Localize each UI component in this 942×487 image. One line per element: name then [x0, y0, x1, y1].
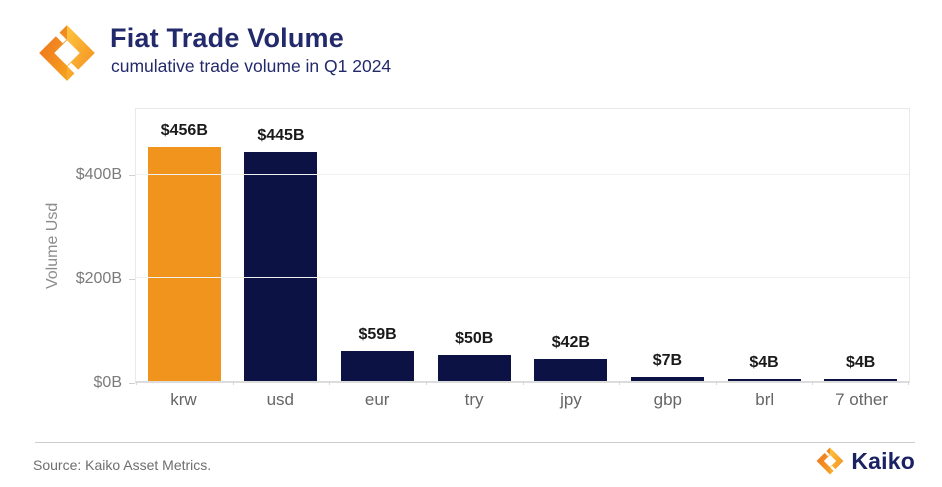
y-tick-mark — [129, 174, 135, 176]
x-tick-label: usd — [266, 390, 295, 409]
bar-group-7-other: $4B — [812, 109, 909, 381]
bar-value-label: $59B — [358, 325, 397, 343]
y-tick-mark — [129, 278, 135, 280]
x-tick-mark — [425, 381, 427, 385]
y-tick: $0B — [94, 374, 135, 392]
x-tick-label: jpy — [560, 390, 582, 409]
kaiko-brand-icon — [816, 447, 844, 475]
bar-try — [437, 355, 511, 381]
bar-value-label: $445B — [257, 127, 305, 145]
bar-group-usd: $445B — [233, 109, 330, 381]
bar-group-brl: $4B — [716, 109, 813, 381]
y-axis: $0B $200B $400B — [0, 108, 135, 391]
bar-krw — [147, 146, 221, 381]
bar-jpy — [534, 359, 608, 381]
chart-subtitle: cumulative trade volume in Q1 2024 — [111, 56, 392, 76]
bar-value-label: $456B — [160, 121, 208, 139]
y-tick: $200B — [76, 270, 135, 288]
bar-group-krw: $456B — [136, 109, 233, 381]
bar-eur — [341, 350, 415, 381]
x-tick-mark — [715, 381, 717, 385]
x-tick-mark — [329, 381, 331, 385]
bar-value-label: $4B — [846, 353, 876, 371]
x-tick-label: 7 other — [835, 390, 889, 409]
bar-value-label: $42B — [551, 334, 590, 352]
bar-usd — [244, 152, 318, 381]
x-axis-labels: krw usd eur try jpy gbp brl 7 other — [135, 390, 910, 410]
x-tick-mark — [522, 381, 524, 385]
x-tick-label: gbp — [653, 390, 682, 409]
gridline — [136, 174, 909, 176]
y-tick-label: $200B — [75, 270, 122, 288]
x-tick-mark — [232, 381, 234, 385]
y-tick-label: $400B — [75, 166, 122, 184]
bar-7-other — [824, 378, 898, 381]
source-note: Source: Kaiko Asset Metrics. — [33, 457, 212, 473]
y-tick: $400B — [76, 166, 135, 184]
bar-gbp — [630, 377, 704, 381]
bar-group-jpy: $42B — [523, 109, 620, 381]
bar-brl — [727, 378, 801, 381]
footer-divider — [35, 442, 915, 443]
plot-area: $456B $445B $59B $50B $42B $7B $4B $4B — [135, 108, 910, 385]
kaiko-brand: Kaiko — [816, 447, 915, 475]
chart-title: Fiat Trade Volume — [110, 23, 344, 53]
x-tick-mark — [619, 381, 621, 385]
x-tick-mark — [908, 381, 909, 385]
bar-value-label: $7B — [652, 352, 683, 370]
bar-value-label: $50B — [455, 330, 494, 348]
x-tick-label: try — [464, 390, 484, 409]
x-tick-label: brl — [755, 390, 775, 409]
y-tick-mark — [129, 382, 135, 384]
bar-group-gbp: $7B — [619, 109, 716, 381]
x-tick-mark — [136, 381, 137, 385]
kaiko-brand-name: Kaiko — [851, 447, 915, 474]
y-tick-label: $0B — [93, 374, 122, 391]
x-tick-mark — [812, 381, 814, 385]
x-tick-label: eur — [364, 390, 390, 409]
bars-container: $456B $445B $59B $50B $42B $7B $4B $4B — [136, 109, 909, 381]
gridline — [136, 277, 909, 279]
bar-group-try: $50B — [426, 109, 523, 381]
kaiko-logo-icon — [39, 25, 95, 81]
x-tick-label: krw — [170, 390, 197, 409]
bar-group-eur: $59B — [329, 109, 426, 381]
bar-value-label: $4B — [749, 353, 779, 371]
